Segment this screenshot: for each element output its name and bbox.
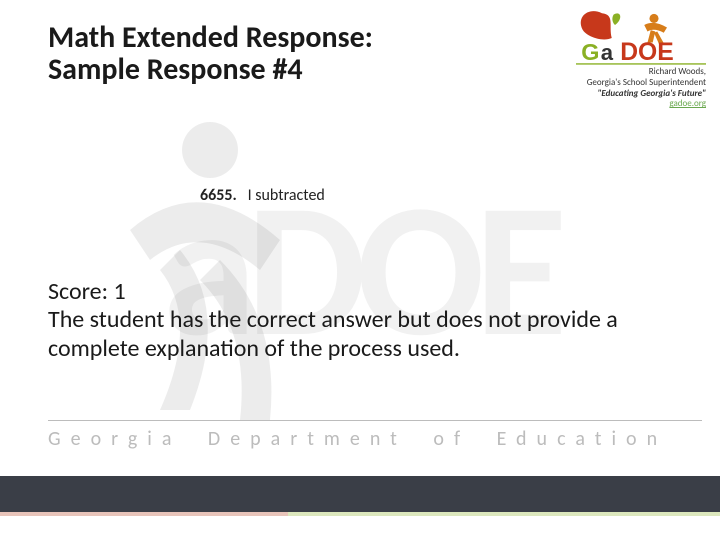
watermark-figure: [70, 110, 330, 430]
score-line-1: Score: 1: [48, 278, 648, 306]
svg-text:DOE: DOE: [620, 39, 674, 66]
department-text: Georgia Department of Education: [48, 427, 702, 451]
gadoe-link[interactable]: gadoe.org: [669, 98, 706, 109]
student-answer: 6655. I subtracted: [200, 186, 325, 205]
footer-bar: [0, 476, 720, 512]
answer-text: I subtracted: [248, 186, 325, 205]
svg-text:G: G: [581, 39, 599, 65]
slide-title: Math Extended Response: Sample Response …: [48, 22, 373, 85]
superintendent-role: Georgia's School Superintendent: [576, 78, 706, 89]
footer-accent: [0, 512, 720, 516]
score-block: Score: 1 The student has the correct ans…: [48, 278, 648, 363]
gadoe-logo: G a DOE: [576, 6, 706, 66]
divider: [48, 420, 702, 421]
svg-text:a: a: [601, 40, 614, 65]
answer-value: 6655.: [200, 186, 237, 205]
title-line-1: Math Extended Response:: [48, 22, 373, 54]
score-line-2: The student has the correct answer but d…: [48, 306, 648, 363]
title-line-2: Sample Response #4: [48, 54, 373, 86]
logo-subtext: Richard Woods, Georgia's School Superint…: [576, 67, 706, 110]
logo-area: G a DOE Richard Woods, Georgia's School …: [576, 6, 706, 110]
department-line: Georgia Department of Education: [48, 420, 702, 451]
slide: aDOE Math Extended Response: Sample Resp…: [0, 0, 720, 540]
